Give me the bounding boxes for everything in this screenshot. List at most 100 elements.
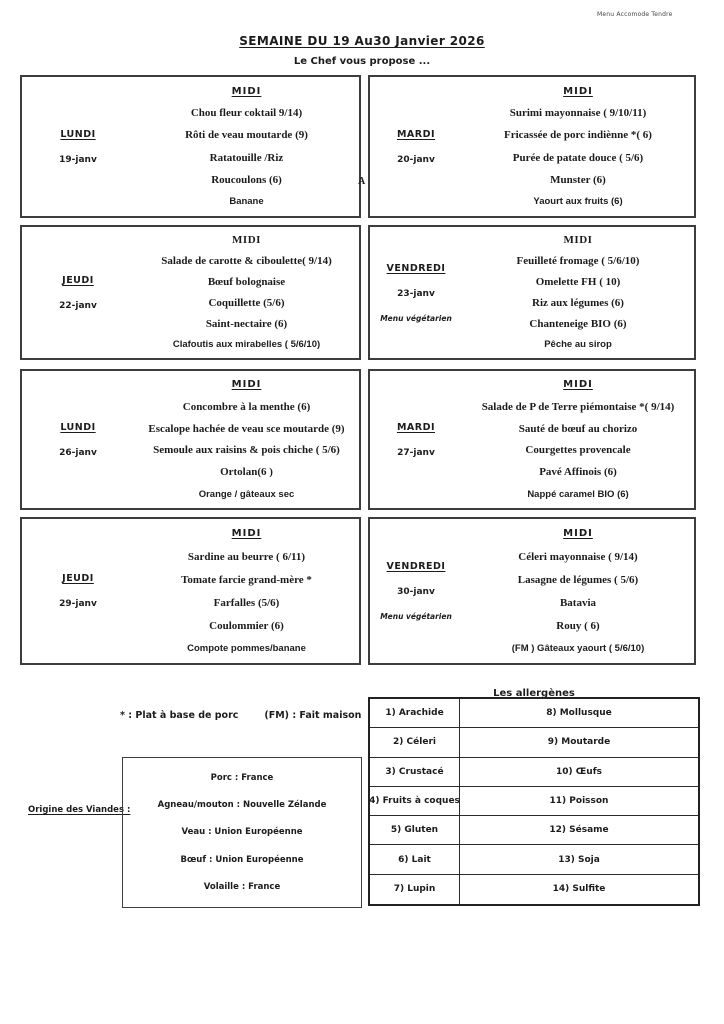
dessert-item: Yaourt aux fruits (6) [533, 196, 623, 208]
origin-line: Veau : Union Européenne [181, 827, 303, 838]
menu-box-lundi-19janv: LUNDI 19-janv MIDI Chou fleur coktail 9/… [20, 75, 361, 218]
menu-item: Surimi mayonnaise ( 9/10/11) [509, 107, 647, 120]
day-label: VENDREDI [386, 561, 446, 572]
menu-item: Saint-nectaire (6) [205, 317, 288, 330]
menu-item: Riz aux légumes (6) [532, 296, 624, 309]
menu-box-mardi-27janv: MARDI 27-janv MIDI Salade de P de Terre … [368, 369, 696, 510]
menu-item: Salade de P de Terre piémontaise *( 9/14… [481, 400, 675, 413]
menu-box-jeudi-29janv: JEUDI 29-janv MIDI Sardine au beurre ( 6… [20, 517, 361, 665]
allergen-cell: 8) Mollusque [460, 699, 698, 729]
vegetarian-note: Menu végétarien [380, 612, 452, 621]
dessert-item: Compote pommes/banane [187, 643, 306, 654]
midi-header: MIDI [563, 379, 593, 391]
date-label: 22-janv [59, 300, 97, 311]
menu-content: MIDI Concombre à la menthe (6) Escalope … [134, 371, 359, 508]
page-subtitle: Le Chef vous propose ... [293, 56, 431, 67]
dessert-item: Banane [229, 196, 264, 208]
date-label: 26-janv [59, 447, 97, 458]
menu-item: Rouy ( 6) [556, 619, 600, 632]
origin-line: Bœuf : Union Européenne [180, 854, 304, 865]
menu-content: MIDI Feuilleté fromage ( 5/6/10) Omelett… [462, 227, 694, 358]
date-label: 23-janv [397, 288, 435, 299]
menu-item: Roucoulons (6) [211, 173, 282, 186]
origins-box: Porc : France Agneau/mouton : Nouvelle Z… [122, 757, 362, 908]
allergen-cell: 9) Moutarde [460, 728, 698, 758]
title-row: SEMAINE DU 19 Au30 Janvier 2026 [0, 30, 724, 49]
day-column: LUNDI 26-janv [22, 371, 134, 508]
dessert-item: Pêche au sirop [544, 339, 612, 351]
menu-content: MIDI Surimi mayonnaise ( 9/10/11) Fricas… [462, 77, 694, 216]
day-column: MARDI 27-janv [370, 371, 462, 508]
menu-item: Sauté de bœuf au chorizo [518, 422, 638, 435]
midi-header: MIDI [563, 528, 593, 539]
menu-content: MIDI Salade de carotte & ciboulette( 9/1… [134, 227, 359, 358]
menu-box-vendredi-30janv: VENDREDI 30-janv Menu végétarien MIDI Cé… [368, 517, 696, 665]
legend-row: * : Plat à base de porc (FM) : Fait maiso… [120, 710, 361, 721]
day-column: LUNDI 19-janv [22, 77, 134, 216]
allergen-cell: 7) Lupin [370, 874, 460, 904]
menu-item: Escalope hachée de veau sce moutarde (9) [148, 422, 345, 435]
menu-content: MIDI Céleri mayonnaise ( 9/14) Lasagne d… [462, 519, 694, 663]
date-label: 30-janv [397, 587, 435, 597]
dessert-item: Orange / gâteaux sec [198, 488, 295, 500]
menu-item: Fricassée de porc indiènne *( 6) [504, 129, 652, 142]
allergen-cell: 6) Lait [370, 845, 460, 875]
allergens-title: Les allergènes [493, 688, 575, 699]
menu-item: Tomate farcie grand-mère * [181, 573, 312, 586]
menu-item: Farfalles (5/6) [213, 596, 280, 609]
day-label: LUNDI [60, 128, 96, 140]
day-label: JEUDI [62, 573, 94, 584]
day-label: MARDI [396, 128, 436, 140]
menu-item: Munster (6) [550, 173, 606, 186]
legend-homemade: (FM) : Fait maison [264, 710, 362, 721]
dessert-item: Nappé caramel BIO (6) [527, 488, 629, 500]
day-column: VENDREDI 23-janv Menu végétarien [370, 227, 462, 358]
corner-note: Menu Accomode Tendre [597, 11, 673, 18]
menu-content: MIDI Sardine au beurre ( 6/11) Tomate fa… [134, 519, 359, 663]
menu-item: Sardine au beurre ( 6/11) [187, 550, 306, 563]
menu-item: Courgettes provencale [525, 444, 631, 457]
allergen-cell: 12) Sésame [460, 816, 698, 846]
menu-item: Bœuf bolognaise [207, 276, 286, 289]
allergen-cell: 14) Sulfite [552, 884, 606, 895]
menu-item: Batavia [559, 596, 597, 609]
day-label: JEUDI [62, 274, 94, 286]
legend-pork: * : Plat à base de porc [120, 710, 239, 721]
dessert-item: Clafoutis aux mirabelles ( 5/6/10) [172, 339, 321, 351]
allergens-table: 1) Arachide 8) Mollusque 2) Céleri 9) Mo… [368, 697, 700, 906]
day-label: VENDREDI [386, 262, 446, 274]
midi-header: MIDI [231, 379, 262, 391]
vegetarian-note: Menu végétarien [380, 313, 452, 323]
day-column: VENDREDI 30-janv Menu végétarien [370, 519, 462, 663]
menu-item: Céleri mayonnaise ( 9/14) [518, 550, 638, 563]
allergen-cell: 10) Œufs [460, 758, 698, 787]
allergen-cell: 3) Crustacé [370, 757, 460, 787]
day-column: JEUDI 29-janv [22, 519, 134, 663]
midi-header: MIDI [563, 234, 593, 247]
allergens-title-row: Les allergènes [368, 681, 700, 700]
dessert-item: (FM ) Gâteaux yaourt ( 5/6/10) [511, 643, 645, 654]
day-label: MARDI [396, 421, 436, 433]
menu-item: Chanteneige BIO (6) [529, 317, 627, 330]
allergen-cell: 1) Arachide [370, 699, 460, 729]
allergen-cell: 4) Fruits à coques [369, 786, 460, 817]
allergen-cell: 11) Poisson [460, 787, 698, 817]
midi-header: MIDI [563, 85, 593, 97]
origin-line: Volaille : France [203, 882, 281, 893]
origin-line: Porc : France [210, 772, 274, 783]
menu-item: Pavé Affinois (6) [539, 466, 617, 479]
menu-item: Omelette FH ( 10) [535, 276, 621, 289]
menu-item: Semoule aux raisins & pois chiche ( 5/6) [153, 444, 340, 457]
menu-item: Salade de carotte & ciboulette( 9/14) [161, 255, 332, 268]
menu-content: MIDI Salade de P de Terre piémontaise *(… [462, 371, 694, 508]
menu-item: Lasagne de légumes ( 5/6) [517, 573, 639, 586]
day-label: LUNDI [60, 421, 96, 433]
origins-label: Origine des Viandes : [28, 805, 131, 815]
day-column: MARDI 20-janv [370, 77, 462, 216]
menu-box-vendredi-23janv: VENDREDI 23-janv Menu végétarien MIDI Fe… [368, 225, 696, 360]
date-label: 27-janv [397, 447, 435, 458]
midi-header: MIDI [232, 234, 261, 247]
menu-item: Purée de patate douce ( 5/6) [512, 151, 644, 164]
subtitle-row: Le Chef vous propose ... [0, 49, 724, 68]
